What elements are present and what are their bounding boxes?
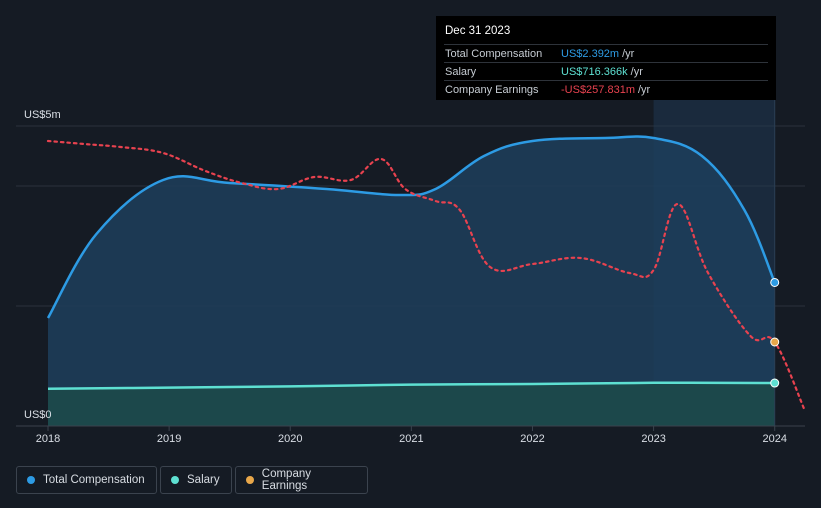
tooltip-unit: /yr (630, 65, 643, 78)
tooltip-value: US$2.392m (561, 47, 620, 60)
tooltip-row-total-compensation: Total Compensation US$2.392m /yr (444, 44, 768, 62)
tooltip-value: US$716.366k (561, 65, 628, 78)
total-compensation-marker (770, 277, 780, 287)
x-tick-label: 2022 (520, 433, 544, 445)
legend-total-compensation[interactable]: Total Compensation (16, 466, 157, 494)
tooltip-label: Salary (445, 65, 477, 78)
tooltip-row-salary: Salary US$716.366k /yr (444, 62, 768, 80)
x-tick-label: 2021 (399, 433, 423, 445)
x-tick-label: 2018 (36, 433, 60, 445)
company-earnings-marker (770, 337, 780, 347)
legend-dot-icon (27, 476, 35, 484)
tooltip-label: Total Compensation (445, 47, 543, 60)
y-axis-label-top: US$5m (24, 109, 61, 121)
y-axis-label-bottom: US$0 (24, 409, 52, 421)
x-tick-label: 2023 (641, 433, 665, 445)
legend-label: Salary (187, 474, 220, 486)
tooltip-row-company-earnings: Company Earnings -US$257.831m /yr (444, 80, 768, 98)
x-tick-label: 2024 (762, 433, 786, 445)
tooltip-date: Dec 31 2023 (445, 25, 511, 37)
legend-dot-icon (246, 476, 254, 484)
tooltip-label: Company Earnings (445, 83, 539, 96)
x-axis-ticks: 2018 2019 2020 2021 2022 2023 2024 (36, 426, 787, 445)
legend-label: Total Compensation (43, 474, 145, 486)
tooltip: Dec 31 2023 Total Compensation US$2.392m… (436, 16, 776, 100)
legend-salary[interactable]: Salary (160, 466, 232, 494)
total-compensation-line (46, 135, 776, 319)
legend-label: Company Earnings (261, 468, 311, 492)
salary-marker (770, 378, 780, 388)
tooltip-unit: /yr (638, 83, 651, 96)
company-earnings-line (46, 139, 807, 413)
legend-dot-icon (171, 476, 179, 484)
tooltip-value: -US$257.831m (561, 83, 635, 96)
salary-area (48, 382, 775, 426)
x-tick-label: 2020 (278, 433, 302, 445)
tooltip-unit: /yr (622, 47, 635, 60)
total-compensation-area (48, 136, 775, 426)
legend-company-earnings[interactable]: Company Earnings (235, 466, 368, 494)
salary-line (47, 381, 775, 391)
x-tick-label: 2019 (157, 433, 181, 445)
series-end-markers (770, 277, 780, 388)
